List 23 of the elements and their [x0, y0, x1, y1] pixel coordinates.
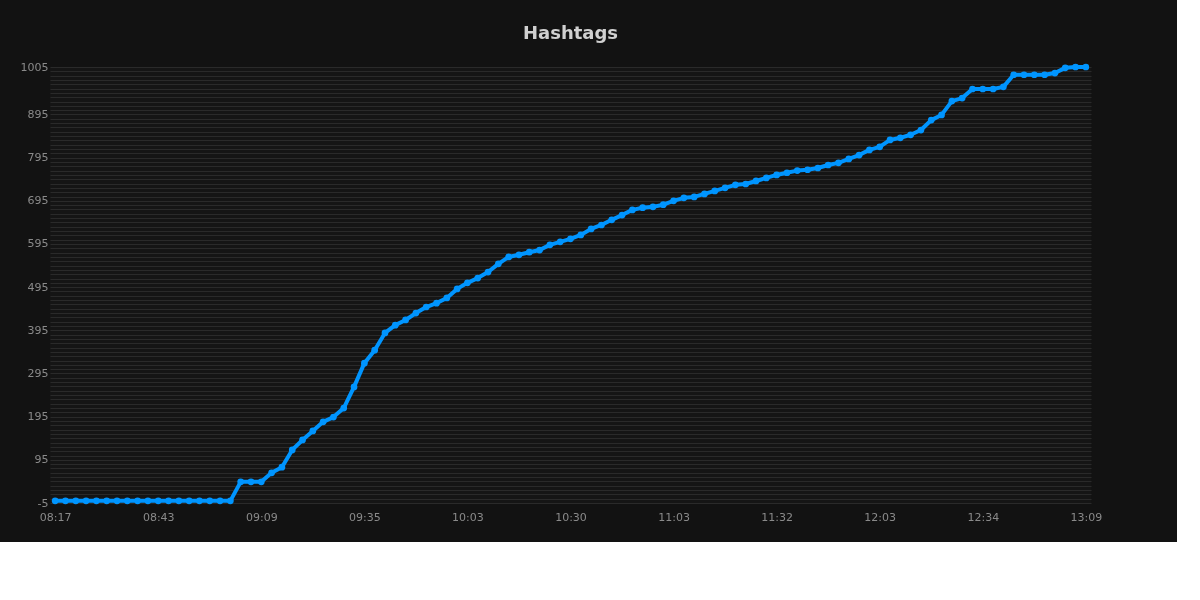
x-tick-label: 10:30: [555, 510, 587, 524]
x-tick-label: 13:09: [1070, 510, 1103, 524]
x-tick-label: 11:32: [761, 510, 793, 524]
x-tick-label: 12:34: [967, 510, 1000, 524]
y-tick-label: 295: [27, 367, 49, 380]
y-tick-label: 695: [27, 194, 49, 208]
x-tick-label: 08:17: [39, 510, 72, 524]
y-tick-label: 1005: [20, 60, 49, 74]
y-tick-label: 395: [27, 323, 49, 337]
y-tick-label: 195: [27, 410, 49, 424]
x-tick-label: 10:03: [452, 510, 484, 524]
y-tick-label: 495: [27, 280, 49, 294]
x-tick-label: 12:03: [864, 510, 897, 524]
y-tick-label: 795: [27, 151, 49, 165]
y-tick-label: 895: [27, 107, 49, 121]
x-tick-label: 09:09: [245, 510, 278, 524]
y-tick-label: -5: [37, 496, 49, 510]
y-tick-label: 595: [27, 237, 49, 251]
y-tick-label: 95: [34, 453, 49, 467]
x-tick-label: 08:43: [142, 510, 175, 524]
x-tick-label: 09:35: [349, 510, 381, 524]
chart-title: Hashtags: [522, 22, 619, 43]
x-tick-label: 11:03: [658, 510, 690, 524]
